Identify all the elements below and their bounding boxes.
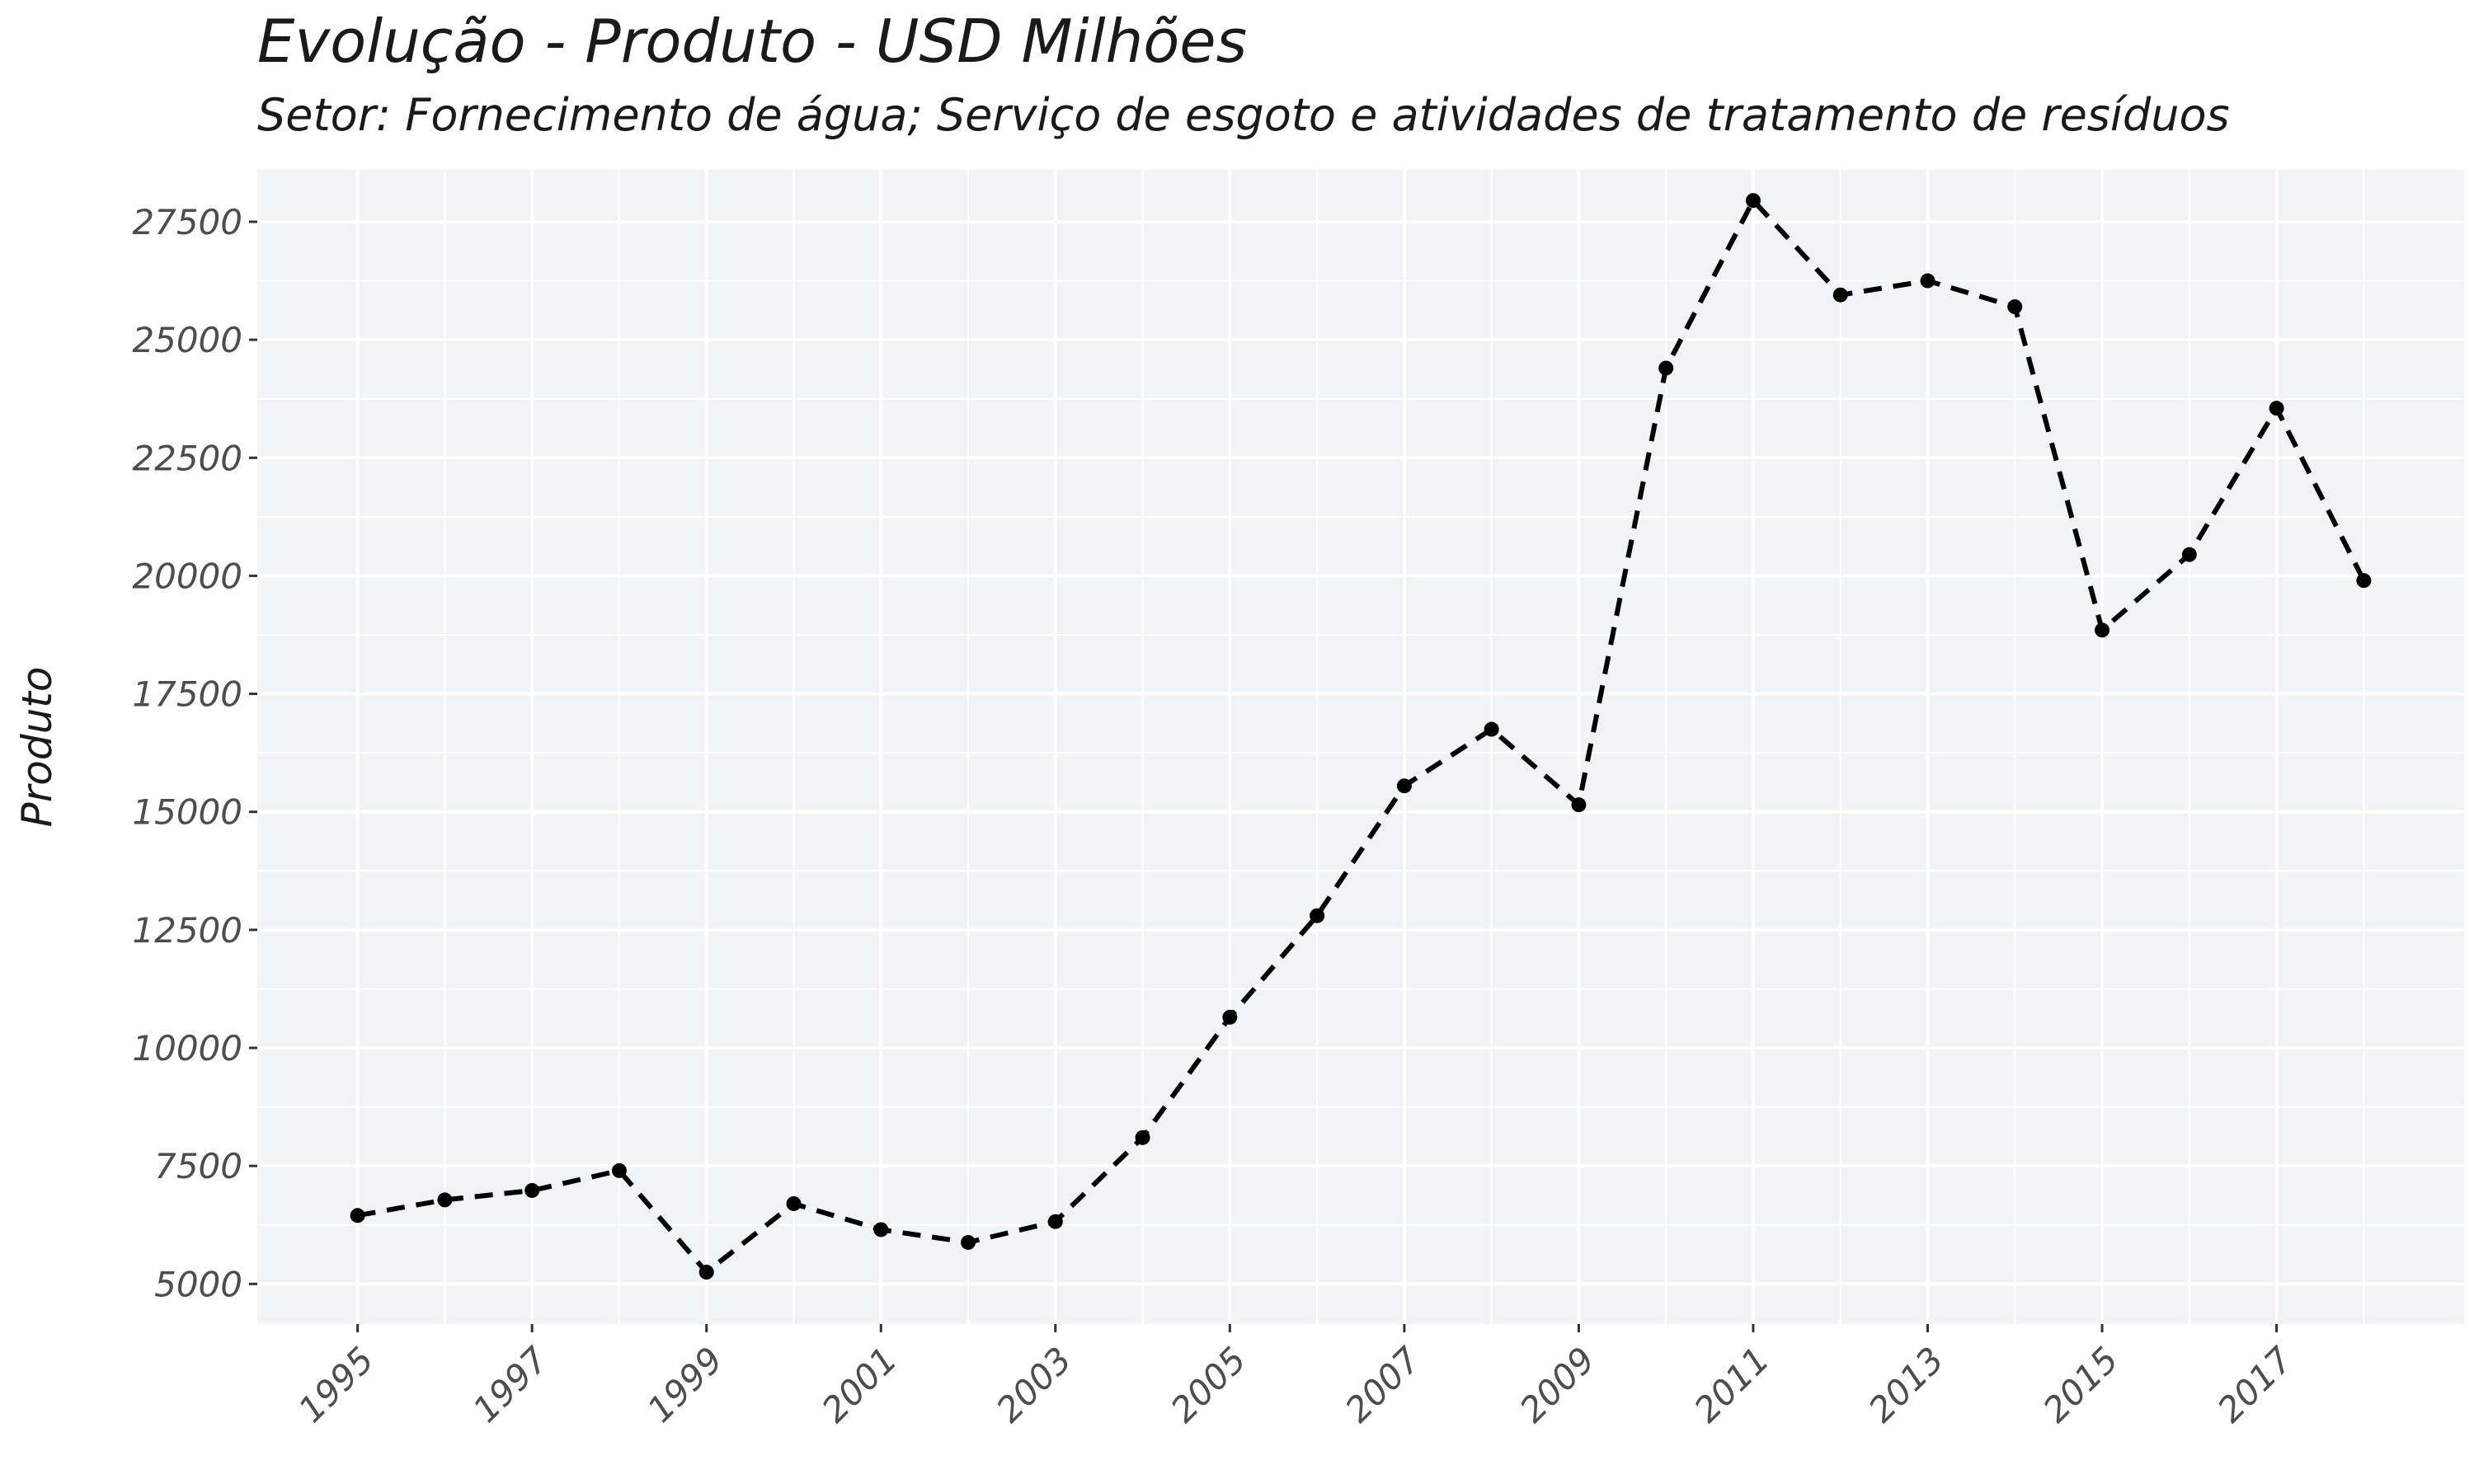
data-point [350,1208,365,1223]
data-point [2269,401,2284,416]
x-tick-label: 2015 [2035,1339,2126,1430]
x-tick-label: 2005 [1163,1339,1253,1430]
data-point [1135,1129,1150,1145]
y-tick-label: 22500 [132,438,242,478]
data-point [1920,273,1935,289]
data-point [611,1162,627,1178]
data-point [437,1192,453,1208]
data-point [2181,547,2197,562]
data-point [873,1222,889,1237]
y-tick-label: 17500 [132,674,242,715]
data-point [786,1195,802,1211]
y-axis-tick-labels: 5000 7500 10000 12500 15000 17500 20000 22500 25… [132,202,242,1304]
y-tick-label: 25000 [132,320,242,360]
series-line [357,196,2367,1276]
major-gridlines [257,170,2464,1324]
x-tick-label: 2003 [989,1339,1079,1430]
y-tick-label: 7500 [154,1146,242,1186]
y-tick-label: 10000 [132,1028,242,1068]
x-tick-label: 2007 [1338,1339,1428,1430]
y-tick-label: 15000 [132,792,242,833]
y-tick-label: 20000 [132,556,242,596]
x-tick-label: 2001 [814,1339,905,1430]
data-point [2356,573,2372,589]
data-point [1658,360,1674,376]
data-point [1310,908,1325,923]
data-point [961,1234,976,1250]
data-point [1396,778,1412,794]
x-tick-label: 2009 [1512,1339,1602,1430]
data-point [698,1265,714,1280]
axis-ticks [249,220,2279,1332]
y-tick-label: 27500 [132,202,242,242]
x-tick-label: 2013 [1860,1339,1951,1430]
data-point [1832,287,1848,303]
x-tick-label: 1997 [465,1339,556,1430]
y-tick-label: 5000 [154,1264,242,1304]
plot-panel [257,170,2464,1324]
data-point [1047,1214,1063,1229]
y-axis-title: Produto [13,667,61,828]
x-tick-label: 1995 [290,1339,381,1430]
x-tick-label: 2011 [1686,1339,1777,1430]
chart-title: Evolução - Produto - USD Milhões [257,7,1248,76]
data-point [1745,193,1761,209]
x-axis-tick-labels: 1995 1997 1999 2001 2003 2005 2007 2009 2011 2013… [290,1339,2300,1430]
data-point [2007,299,2023,315]
data-points [350,193,2372,1280]
chart-subtitle: Setor: Fornecimento de água; Serviço de … [257,89,2230,141]
data-point [1571,797,1587,813]
x-tick-label: 1999 [640,1339,731,1430]
y-tick-label: 12500 [132,910,242,951]
x-tick-label: 2017 [2209,1339,2300,1430]
data-point [524,1182,540,1198]
data-point [2095,622,2110,638]
data-point [1222,1009,1238,1025]
data-point [1484,721,1499,737]
